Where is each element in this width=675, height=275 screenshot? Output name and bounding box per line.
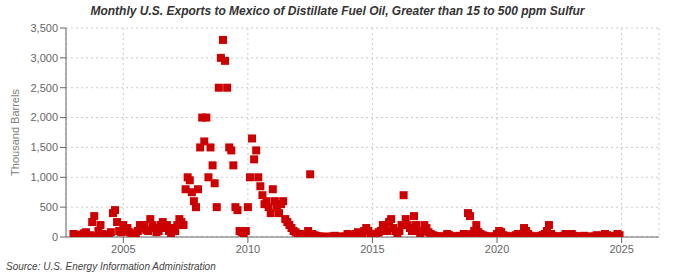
svg-text:2015: 2015 (360, 243, 384, 255)
svg-text:2,000: 2,000 (30, 111, 58, 123)
svg-text:2005: 2005 (111, 243, 135, 255)
html-text:Source: U.S. Energy Informatio: Source: U.S. Energy Information Administ… (6, 261, 216, 272)
svg-text:1,000: 1,000 (30, 171, 58, 183)
svg-text:2,500: 2,500 (30, 82, 58, 94)
html-text:Monthly U.S. Exports to Mexico: Monthly U.S. Exports to Mexico of Distil… (90, 4, 585, 18)
svg-text:1,500: 1,500 (30, 141, 58, 153)
svg-text:Thousand Barrels: Thousand Barrels (9, 89, 21, 176)
svg-text:2025: 2025 (609, 243, 633, 255)
svg-text:500: 500 (40, 201, 58, 213)
svg-text:2020: 2020 (485, 243, 509, 255)
svg-text:3,000: 3,000 (30, 52, 58, 64)
svg-text:3,500: 3,500 (30, 22, 58, 34)
svg-text:0: 0 (52, 231, 58, 243)
svg-text:2010: 2010 (236, 243, 260, 255)
